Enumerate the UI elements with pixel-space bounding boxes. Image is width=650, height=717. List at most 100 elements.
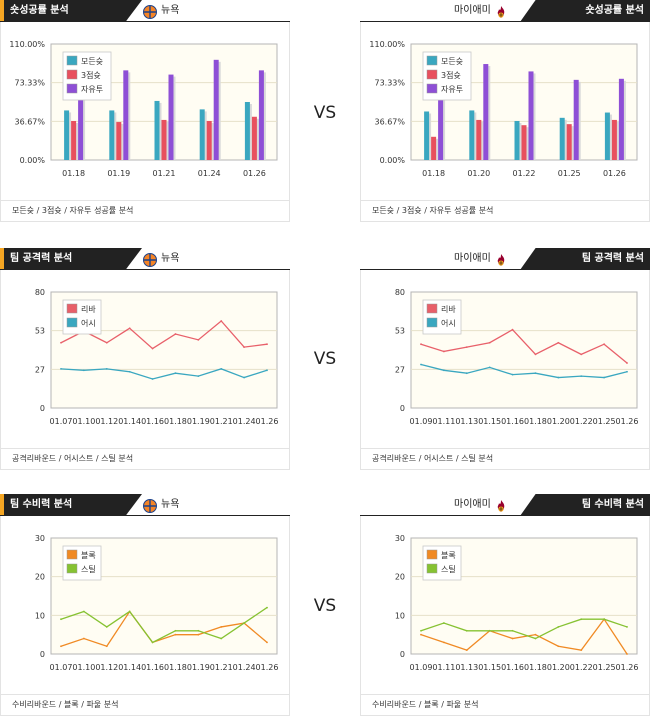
x-tick-label: 01.07	[50, 663, 73, 672]
bar	[161, 119, 167, 160]
chart-frame: 0.00% 36.67% 73.33% 110.00% 01.18 01.20 01.22 0…	[360, 22, 650, 222]
y-tick-label: 80	[35, 288, 45, 297]
data-point	[105, 341, 108, 344]
team-name: 마이애미	[454, 5, 491, 16]
x-tick-label: 01.13	[455, 417, 478, 426]
data-point	[174, 633, 177, 636]
legend-swatch	[66, 317, 78, 328]
bar	[78, 54, 84, 160]
chart-frame: 0 10 20 30 01.07 01.10 01.12 01.14 01.16 01.18 01.…	[0, 516, 290, 716]
bar	[244, 102, 250, 160]
panel-header: 숏성공률 분석 마이애미	[360, 0, 650, 22]
y-tick-label: 36.67%	[14, 117, 45, 126]
data-point	[60, 618, 62, 621]
bar	[566, 124, 572, 160]
data-point	[557, 645, 560, 648]
bar	[251, 116, 257, 160]
y-tick-label: 53	[395, 327, 405, 336]
x-tick-label: 01.25	[593, 663, 616, 672]
data-point	[174, 372, 177, 375]
chart-frame: 0 10 20 30 01.09 01.11 01.13 01.15 01.16 01.18 01.…	[360, 516, 650, 716]
section-title: 팀 수비력 분석	[4, 494, 142, 516]
data-point	[266, 369, 268, 372]
data-point	[511, 373, 514, 376]
data-point	[488, 629, 491, 632]
x-tick-label: 01.13	[455, 663, 478, 672]
x-tick-label: 01.18	[422, 169, 445, 178]
x-tick-label: 01.26	[243, 169, 266, 178]
bar	[618, 78, 624, 160]
data-point	[105, 626, 108, 628]
y-tick-label: 20	[395, 573, 405, 582]
data-point	[442, 350, 445, 353]
data-point	[197, 338, 200, 341]
data-point	[266, 343, 268, 346]
data-point	[151, 641, 154, 644]
series-line	[60, 610, 268, 648]
legend-label: 자유투	[81, 85, 103, 94]
bar	[483, 64, 489, 160]
data-point	[557, 341, 560, 344]
bar	[424, 111, 430, 160]
data-point	[420, 363, 422, 366]
bar	[514, 120, 520, 160]
chart-frame: 0.00% 36.67% 73.33% 110.00% 01.18 01.19 01.21 0…	[0, 22, 290, 222]
data-point	[557, 376, 560, 379]
bar	[199, 109, 205, 160]
data-point	[420, 633, 422, 636]
y-tick-label: 0.00%	[380, 156, 406, 165]
data-point	[534, 637, 537, 640]
data-point	[197, 629, 200, 632]
x-tick-label: 01.24	[233, 663, 256, 672]
legend-swatch	[426, 303, 438, 314]
x-tick-label: 01.25	[558, 169, 581, 178]
knicks-logo-icon	[143, 252, 157, 267]
series-line	[60, 607, 268, 644]
bar	[154, 100, 160, 160]
x-tick-label: 01.26	[616, 417, 639, 426]
bar	[258, 70, 264, 160]
x-tick-label: 01.18	[164, 417, 187, 426]
data-point	[534, 353, 537, 356]
legend-label: 블록	[81, 550, 96, 560]
team-name: 뉴욕	[161, 5, 180, 16]
section-title: 숏성공률 분석	[4, 0, 142, 22]
series-line	[420, 618, 628, 640]
y-tick-label: 0	[40, 650, 45, 659]
data-point	[128, 327, 131, 330]
data-point	[243, 376, 246, 379]
x-tick-label: 01.19	[187, 417, 210, 426]
legend-label: 3점슛	[81, 70, 101, 80]
data-point	[82, 369, 85, 372]
x-tick-label: 01.24	[198, 169, 221, 178]
y-tick-label: 0	[400, 650, 405, 659]
header-rule	[0, 269, 290, 270]
data-point	[580, 375, 583, 377]
legend-label: 어시	[81, 318, 96, 328]
x-tick-label: 01.26	[256, 663, 279, 672]
legend-swatch	[66, 549, 78, 560]
chart-footer: 공격리바운드 / 어시스트 / 스틸 분석	[360, 448, 650, 471]
panel-4: 팀 수비력 분석 뉴욕 0 10 20 30 01.07 01.10 01.12 01.14 01.…	[0, 494, 290, 717]
heat-logo-icon	[494, 4, 508, 18]
data-point	[626, 370, 628, 373]
data-point	[105, 367, 108, 370]
x-tick-label: 01.16	[501, 663, 524, 672]
y-tick-label: 73.33%	[14, 79, 45, 88]
bar	[64, 110, 70, 160]
legend-swatch	[66, 563, 78, 574]
knicks-logo-icon	[143, 4, 157, 19]
panel-3: 팀 공격력 분석 마이애미 0 27 53 80 01.09 01.11 01.13 01.15 0…	[360, 248, 650, 472]
x-tick-label: 01.14	[118, 417, 141, 426]
y-tick-label: 110.00%	[369, 40, 405, 49]
bar	[476, 119, 482, 160]
x-tick-label: 01.26	[256, 417, 279, 426]
y-tick-label: 0.00%	[20, 156, 46, 165]
data-point	[534, 372, 537, 375]
legend-label: 리바	[441, 304, 456, 314]
x-tick-label: 01.26	[616, 663, 639, 672]
bar	[71, 120, 77, 160]
series-line	[60, 320, 268, 350]
data-point	[626, 626, 628, 628]
data-point	[220, 637, 223, 640]
